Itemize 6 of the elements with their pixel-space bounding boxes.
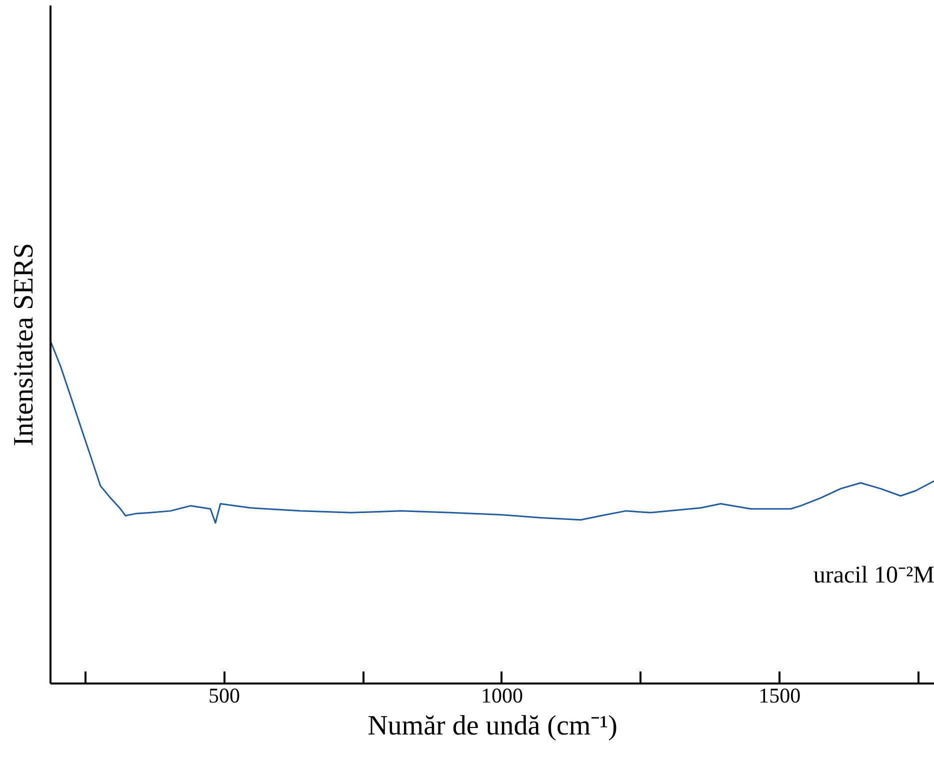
x-tick-label: 500	[208, 684, 240, 708]
x-tick-label: 1500	[758, 684, 801, 708]
x-tick-label: 1000	[480, 684, 523, 708]
annotation: uracil 10⁻²M	[813, 562, 934, 588]
x-axis-title: Număr de undă (cm⁻¹)	[368, 710, 618, 742]
y-axis-title: Intensitatea SERS	[8, 243, 40, 446]
